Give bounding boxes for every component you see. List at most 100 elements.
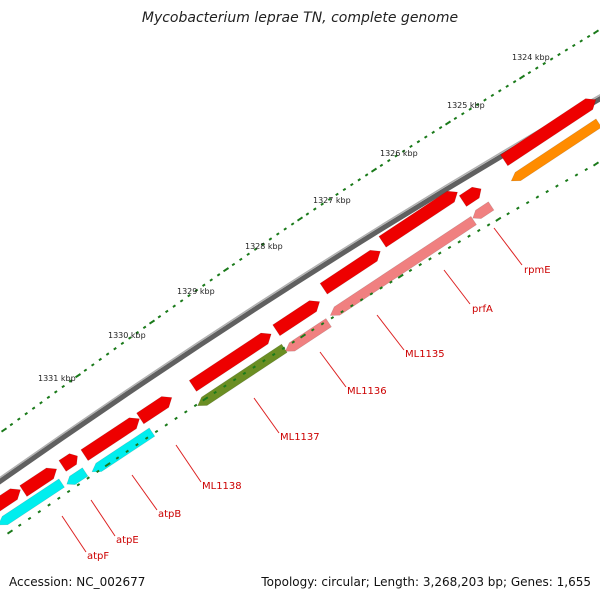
scale-tick [76,483,81,487]
scale-tick [120,341,125,346]
reverse-strand-genes [0,118,600,526]
scale-label: 1329 kbp [177,287,215,296]
scale-tick [428,257,432,261]
forward-gene-block [80,417,140,462]
scale-tick [586,34,591,39]
scale-tick [483,98,487,102]
scale-tick [268,237,273,241]
genome-summary-text: Topology: circular; Length: 3,268,203 bp… [261,575,591,589]
scale-tick [342,187,347,192]
scale-tick [96,469,100,474]
map-title: Mycobacterium leprae TN, complete genome [141,10,459,26]
scale-tick [148,319,156,325]
gene-label-ML1136: ML1136 [347,386,387,397]
scale-tick [113,347,117,351]
gene-labels: rpmE prfA ML1135 ML1136 ML1137 ML1138 at… [87,265,551,562]
scale-tick [512,80,517,84]
accession-text: Accession: NC_002677 [9,575,146,589]
scale-tick [408,268,413,273]
scale-tick [549,57,554,61]
scale-tick [312,207,317,211]
scale-tick [135,330,140,335]
scale-tick [475,102,480,107]
scale-label: 1324 kbp [512,53,550,62]
scale-tick [66,489,71,494]
scale-tick [290,222,295,226]
scale-tick [246,252,251,256]
scale-tick [564,178,569,183]
scale-tick [389,280,393,284]
scale-tick [115,456,120,460]
scale-tick [327,197,332,201]
scale-label: 1328 kbp [245,242,283,251]
scale-tick [579,39,584,43]
scale-labels: 1324 kbp 1325 kbp 1326 kbp 1327 kbp 1328… [38,53,550,383]
gene-block-ML1136 [284,318,332,352]
gene-label-ML1137: ML1137 [280,432,320,443]
scale-tick [468,107,473,111]
scale-tick [416,140,421,144]
scale-tick [431,130,436,134]
scale-tick [467,234,471,238]
scale-tick [98,357,103,362]
scale-tick [252,365,256,369]
scale-tick [438,126,443,130]
scale-tick [104,462,111,468]
scale-tick [423,135,428,139]
scale-tick [457,240,462,244]
scale-tick [476,228,481,233]
scale-tick [216,273,221,277]
scale-tick [370,167,378,173]
gene-block-ML1135 [329,215,477,316]
scale-tick [350,304,354,308]
scale-tick [222,267,230,273]
scale-label: 1330 kbp [108,331,146,340]
scale-tick [213,390,217,395]
scale-tick [564,48,569,52]
scale-tick [386,158,391,163]
scale-tick [525,200,530,205]
forward-gene-block [319,249,381,295]
scale-tick [490,93,495,98]
forward-gene-block [500,98,597,167]
scale-tick [57,496,61,500]
scale-tick [394,154,399,158]
gene-block-rpmE [510,118,600,182]
scale-tick [557,52,561,57]
gene-label-atpE: atpE [116,535,139,546]
scale-tick [505,84,510,88]
scale-label: 1327 kbp [313,196,351,205]
scale-tick [253,247,258,251]
scale-tick [296,216,304,222]
scale-tick [53,390,58,394]
gene-label-atpB: atpB [158,509,181,520]
forward-gene-block [19,467,58,497]
forward-gene-block [0,488,21,513]
scale-tick [453,116,458,121]
gene-label-rpmE: rpmE [524,265,551,276]
scale-tick [39,401,43,405]
scale-tick [495,216,502,222]
scale-tick [320,202,325,206]
scale-tick [127,336,132,340]
scale-tick [46,395,51,400]
scale-tick [242,371,247,376]
scale-tick [193,403,198,408]
scale-tick [437,251,442,255]
scale-tick [283,227,288,231]
scale-tick [31,406,36,410]
gene-label-ML1135: ML1135 [405,349,445,360]
scale-tick [164,423,169,427]
scale-tick [497,89,502,93]
scale-tick [83,368,88,372]
scale-tick [172,304,177,308]
scale-tick [418,263,423,267]
scale-tick [183,410,188,414]
scale-tick [310,328,315,332]
scale-tick [179,299,184,303]
scale-tick [291,340,296,344]
scale-tick [516,206,520,210]
scale-tick [444,120,452,126]
forward-gene-block [58,453,78,472]
